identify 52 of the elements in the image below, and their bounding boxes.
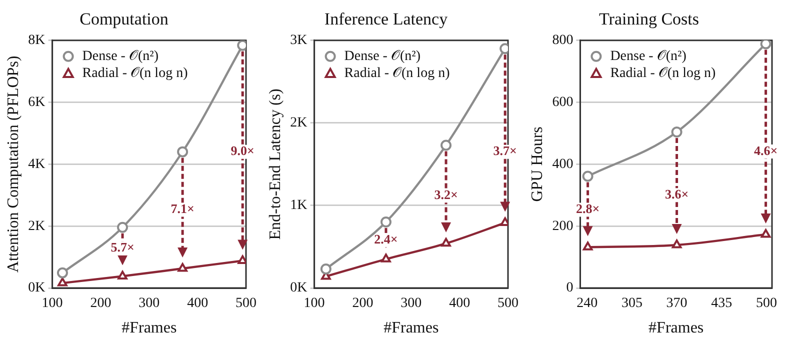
y-tick-label: 0K xyxy=(290,280,308,296)
y-tick-label: 1K xyxy=(290,198,308,214)
x-tick-label: 500 xyxy=(756,296,777,312)
annotation: 3.2× xyxy=(434,186,458,202)
y-tick-label: 200 xyxy=(552,218,574,234)
y-tick-label: 400 xyxy=(552,156,574,172)
chart-title: Computation xyxy=(80,10,169,29)
x-tick-label: 300 xyxy=(138,296,160,312)
x-axis-title: #Frames xyxy=(122,320,177,337)
annotation: 9.0× xyxy=(230,143,254,158)
chart-title: Training Costs xyxy=(599,10,699,29)
y-axis-title: End-to-End Latency (s) xyxy=(266,88,284,240)
legend-label: Radial - 𝒪(n log n) xyxy=(610,66,716,82)
y-tick-label: 3K xyxy=(290,33,308,48)
x-tick-label: 305 xyxy=(621,296,642,312)
x-tick-label: 370 xyxy=(666,296,688,312)
x-tick-label: 435 xyxy=(711,296,732,312)
x-tick-label: 300 xyxy=(400,296,422,312)
y-tick-label: 8K xyxy=(28,33,46,48)
legend-label: Dense - 𝒪(n²) xyxy=(344,49,421,64)
y-tick-label: 0K xyxy=(28,280,46,296)
x-tick-label: 400 xyxy=(449,296,470,312)
chart-title: Inference Latency xyxy=(324,10,448,29)
legend-label: Dense - 𝒪(n²) xyxy=(610,49,687,64)
annotation: 7.1× xyxy=(170,201,194,216)
legend-label: Radial - 𝒪(n log n) xyxy=(344,66,450,82)
y-axis-title: Attention Computation (PFLOPs) xyxy=(4,56,22,273)
y-tick-label: 0 xyxy=(566,280,574,296)
y-axis-title: GPU Hours xyxy=(528,126,546,202)
legend-label: Dense - 𝒪(n²) xyxy=(82,49,159,64)
x-axis-title: #Frames xyxy=(648,320,704,337)
annotation: 2.8× xyxy=(576,201,600,216)
x-axis-title: #Frames xyxy=(384,320,439,337)
x-tick-label: 200 xyxy=(352,296,374,312)
y-tick-label: 2K xyxy=(28,218,46,234)
y-tick-label: 600 xyxy=(552,94,574,110)
annotation: 3.7× xyxy=(493,143,517,158)
y-tick-label: 6K xyxy=(28,94,46,110)
x-tick-label: 400 xyxy=(187,296,208,312)
x-tick-label: 500 xyxy=(498,296,518,312)
x-tick-label: 500 xyxy=(236,296,256,312)
annotation: 3.6× xyxy=(664,186,689,202)
x-tick-label: 240 xyxy=(576,296,598,312)
y-tick-label: 4K xyxy=(28,156,46,172)
x-tick-label: 100 xyxy=(304,296,325,312)
x-tick-label: 100 xyxy=(42,296,63,312)
x-tick-label: 200 xyxy=(90,296,112,312)
legend-label: Radial - 𝒪(n log n) xyxy=(82,66,188,82)
annotation: 5.7× xyxy=(110,240,134,255)
annotation: 4.6× xyxy=(754,142,778,158)
y-tick-label: 800 xyxy=(552,33,574,48)
y-tick-label: 2K xyxy=(290,116,308,131)
